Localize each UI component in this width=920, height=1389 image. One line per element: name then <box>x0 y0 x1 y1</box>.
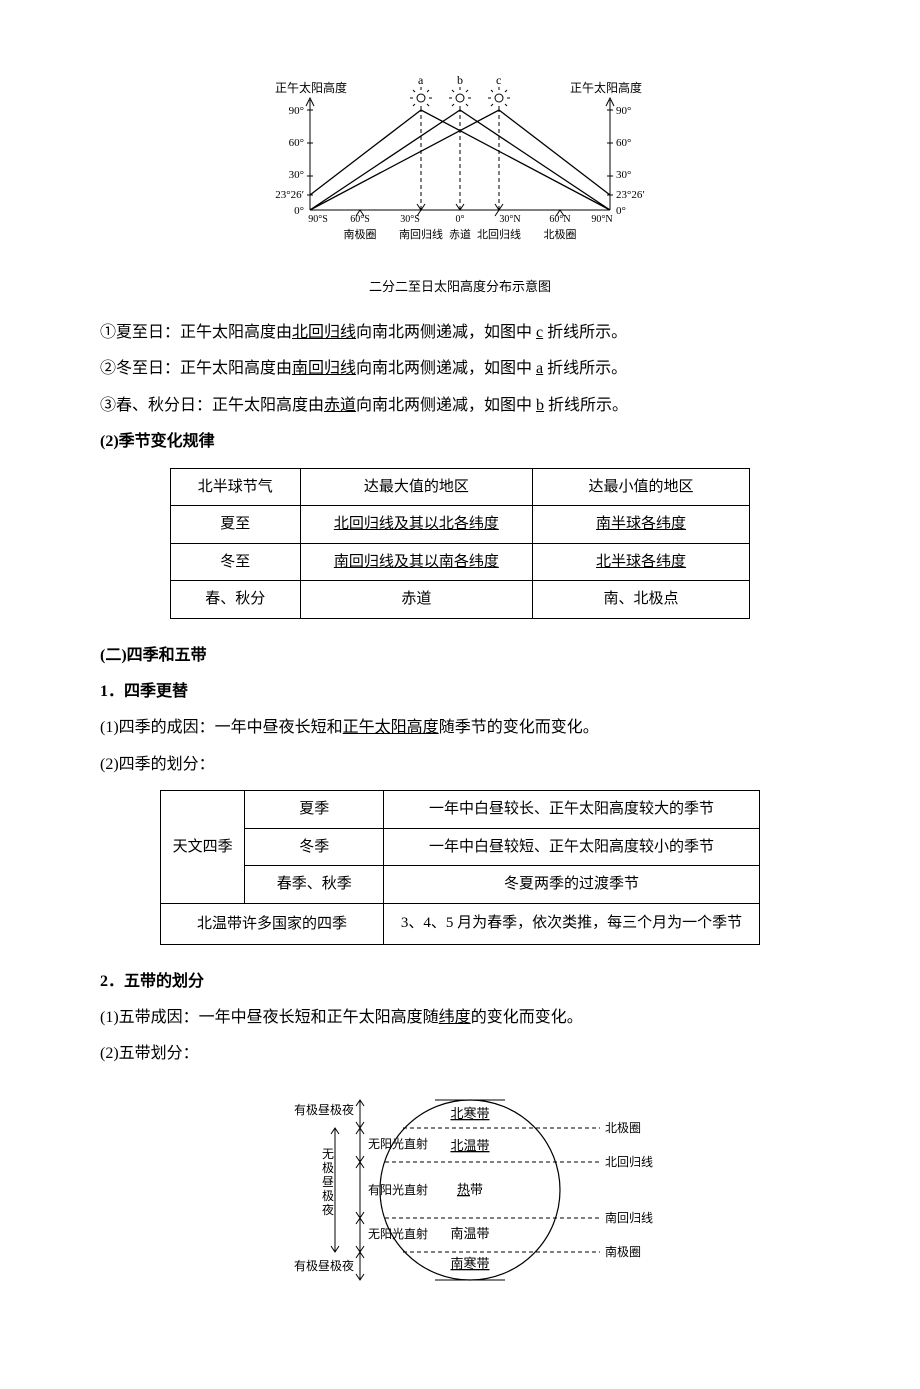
diagram1-svg: 90° 60° 30° 23°26′ 0° 90° 60° 30° 23°26′… <box>240 70 680 260</box>
svg-text:北回归线: 北回归线 <box>477 227 521 241</box>
letter-a: a <box>418 73 424 87</box>
label-no-direct2: 无阳光直射 <box>368 1226 428 1241</box>
ytick: 23°26′ <box>275 189 304 201</box>
ytick-r: 0° <box>616 205 626 217</box>
noon-sun-altitude-diagram: 90° 60° 30° 23°26′ 0° 90° 60° 30° 23°26′… <box>100 70 820 300</box>
y-label-left: 正午太阳高度 <box>275 80 347 95</box>
five-zones-diagram: 有极昼极夜 无阳光直射 有阳光直射 无阳光直射 有极昼极夜 无极昼极夜 北寒带 … <box>100 1080 820 1311</box>
para-zone-cause: (1)五带成因：一年中昼夜长短和正午太阳高度随纬度的变化而变化。 <box>100 1003 820 1033</box>
xtick: 0° <box>456 214 465 225</box>
table-row: 北温带许多国家的四季 3、4、5 月为春季，依次类推，每三个月为一个季节 <box>161 903 760 944</box>
svg-text:赤道: 赤道 <box>449 227 471 241</box>
ytick-r: 30° <box>616 169 631 181</box>
y-label-right: 正午太阳高度 <box>570 80 642 95</box>
table-four-seasons: 天文四季 夏季 一年中白昼较长、正午太阳高度较大的季节 冬季 一年中白昼较短、正… <box>160 790 760 945</box>
table-row: 冬季 一年中白昼较短、正午太阳高度较小的季节 <box>161 828 760 866</box>
label-has-direct: 有阳光直射 <box>368 1182 428 1197</box>
zone-south-temperate: 南温带 <box>450 1226 489 1241</box>
table-row: 天文四季 夏季 一年中白昼较长、正午太阳高度较大的季节 <box>161 791 760 829</box>
label-arctic-circle: 北极圈 <box>605 1121 641 1135</box>
table-row: 夏至 北回归线及其以北各纬度 南半球各纬度 <box>171 506 750 544</box>
letter-b: b <box>457 73 463 87</box>
xtick: 90°N <box>591 214 612 225</box>
sun-icon <box>488 87 510 109</box>
table-row: 春季、秋季 冬夏两季的过渡季节 <box>161 866 760 904</box>
xtick: 30°N <box>499 214 520 225</box>
para-winter: ②冬至日：正午太阳高度由南回归线向南北两侧递减，如图中 a 折线所示。 <box>100 354 820 384</box>
table-row: 冬至 南回归线及其以南各纬度 北半球各纬度 <box>171 543 750 581</box>
table-seasonal-rule: 北半球节气 达最大值的地区 达最小值的地区 夏至 北回归线及其以北各纬度 南半球… <box>170 468 750 619</box>
svg-text:南极圈: 南极圈 <box>344 227 377 241</box>
ytick-r: 90° <box>616 105 631 117</box>
sun-icon <box>449 87 471 109</box>
letter-c: c <box>496 73 501 87</box>
heading-four-seasons: 1．四季更替 <box>100 677 820 707</box>
para-equinox: ③春、秋分日：正午太阳高度由赤道向南北两侧递减，如图中 b 折线所示。 <box>100 391 820 421</box>
para-summer: ①夏至日：正午太阳高度由北回归线向南北两侧递减，如图中 c 折线所示。 <box>100 318 820 348</box>
th: 北半球节气 <box>171 468 301 506</box>
cell-temperate-countries: 北温带许多国家的四季 <box>161 903 384 944</box>
xtick: 90°S <box>308 214 328 225</box>
cell-astro-seasons: 天文四季 <box>161 791 245 904</box>
label-antarctic-circle: 南极圈 <box>605 1244 641 1259</box>
para-season-cause: (1)四季的成因：一年中昼夜长短和正午太阳高度随季节的变化而变化。 <box>100 713 820 743</box>
label-polar-day: 有极昼极夜 <box>294 1102 354 1117</box>
xtick: 60°S <box>350 214 370 225</box>
svg-text:北极圈: 北极圈 <box>544 227 577 241</box>
th: 达最小值的地区 <box>533 468 750 506</box>
heading-five-zones: 2．五带的划分 <box>100 967 820 997</box>
zone-north-frigid: 北寒带 <box>450 1106 489 1121</box>
para-zone-division: (2)五带划分： <box>100 1039 820 1069</box>
zone-torrid: 热带 <box>457 1182 483 1197</box>
para-season-division: (2)四季的划分： <box>100 750 820 780</box>
ytick: 60° <box>289 137 304 149</box>
ytick-r: 60° <box>616 137 631 149</box>
xtick: 30°S <box>400 214 420 225</box>
diagram1-caption: 二分二至日太阳高度分布示意图 <box>100 275 820 300</box>
label-polar-day2: 有极昼极夜 <box>294 1258 354 1273</box>
ytick: 30° <box>289 169 304 181</box>
zone-south-frigid: 南寒带 <box>450 1256 489 1271</box>
zone-north-temperate: 北温带 <box>450 1138 489 1153</box>
heading-seasonal-rule: (2)季节变化规律 <box>100 427 820 457</box>
xtick: 60°N <box>549 214 570 225</box>
label-no-polar: 无极昼极夜 <box>322 1147 334 1217</box>
heading-seasons-zones: (二)四季和五带 <box>100 641 820 671</box>
svg-text:南回归线: 南回归线 <box>399 227 443 241</box>
label-tropic-cancer: 北回归线 <box>605 1155 653 1169</box>
ytick: 0° <box>294 205 304 217</box>
diagram2-svg: 有极昼极夜 无阳光直射 有阳光直射 无阳光直射 有极昼极夜 无极昼极夜 北寒带 … <box>240 1080 680 1300</box>
label-tropic-capricorn: 南回归线 <box>605 1210 653 1225</box>
ytick: 90° <box>289 105 304 117</box>
ytick-r: 23°26′ <box>616 189 645 201</box>
th: 达最大值的地区 <box>300 468 532 506</box>
table-row: 春、秋分 赤道 南、北极点 <box>171 581 750 619</box>
sun-icon <box>410 87 432 109</box>
label-no-direct1: 无阳光直射 <box>368 1136 428 1151</box>
